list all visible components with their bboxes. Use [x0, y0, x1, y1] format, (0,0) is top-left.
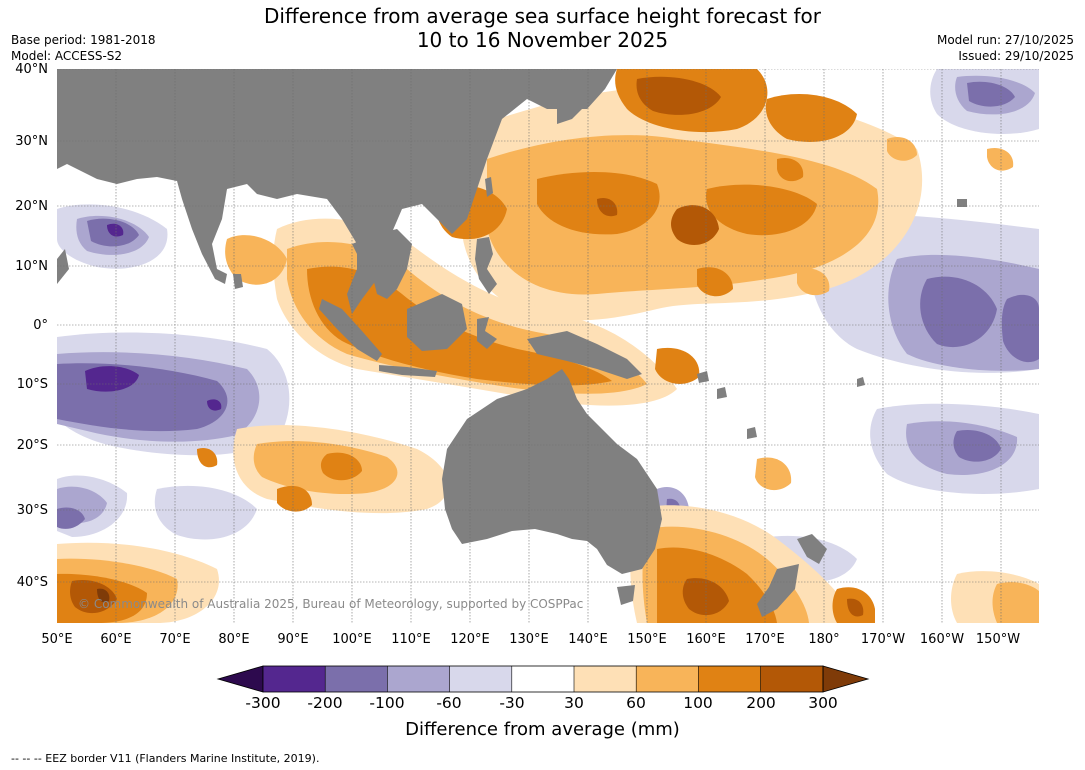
map-panel[interactable]	[57, 69, 1039, 623]
colorbar-bin-n100-n60	[387, 666, 450, 692]
colorbar-tick-p200: 200	[746, 694, 776, 712]
base-period: Base period: 1981-2018	[11, 33, 156, 47]
lat-label-40s: 40°S	[16, 575, 48, 590]
lon-label-50e: 50°E	[41, 632, 73, 647]
model-run: Model run: 27/10/2025	[936, 33, 1074, 47]
lon-label-160e: 160°E	[686, 632, 726, 647]
lon-label-160w: 160°W	[919, 632, 965, 647]
model-name: Model: ACCESS-S2	[11, 49, 123, 63]
lon-label-80e: 80°E	[218, 632, 250, 647]
sea-level-map	[57, 69, 1039, 623]
lat-label-10s: 10°S	[16, 377, 48, 392]
lon-label-70e: 70°E	[159, 632, 191, 647]
lat-label-40n: 40°N	[15, 62, 48, 77]
colorbar-bin-n200-n100	[325, 666, 388, 692]
colorbar-tick-p30: 30	[564, 694, 584, 712]
lon-label-90e: 90°E	[277, 632, 309, 647]
lon-label-170w: 170°W	[860, 632, 906, 647]
lat-label-20s: 20°S	[16, 438, 48, 453]
colorbar-title: Difference from average (mm)	[405, 719, 680, 740]
colorbar-tick-n100: -100	[369, 694, 405, 712]
title-line-2: 10 to 16 November 2025	[416, 28, 669, 52]
meta-left: Base period: 1981-2018 Model: ACCESS-S2	[11, 32, 156, 64]
lat-label-20n: 20°N	[15, 199, 48, 214]
colorbar-tick-n300: -300	[245, 694, 281, 712]
lon-label-130e: 130°E	[509, 632, 549, 647]
colorbar-bin-p200-p300	[760, 666, 823, 692]
colorbar-tick-p100: 100	[683, 694, 713, 712]
colorbar-extend-min	[216, 665, 264, 693]
lon-label-180: 180°	[808, 632, 840, 647]
lon-label-110e: 110°E	[391, 632, 431, 647]
land-masses	[57, 69, 967, 617]
colorbar-tick-n60: -60	[436, 694, 462, 712]
lat-label-30n: 30°N	[15, 134, 48, 149]
lon-label-150e: 150°E	[627, 632, 667, 647]
lat-label-10n: 10°N	[15, 259, 48, 274]
colorbar-tick-p60: 60	[626, 694, 646, 712]
colorbar-bin-n60-n30	[449, 666, 512, 692]
colorbar-tick-n30: -30	[499, 694, 525, 712]
colorbar-bin-n300-n200	[263, 666, 326, 692]
lon-label-60e: 60°E	[100, 632, 132, 647]
colorbar-bin-n30-p30	[511, 666, 574, 692]
colorbar-bin-p100-p200	[698, 666, 761, 692]
lat-label-30s: 30°S	[16, 503, 48, 518]
title-line-1: Difference from average sea surface heig…	[263, 4, 822, 28]
colorbar-extend-max	[822, 665, 870, 693]
lon-label-170e: 170°E	[745, 632, 785, 647]
copyright-credit: © Commonwealth of Australia 2025, Bureau…	[78, 597, 584, 611]
lon-label-120e: 120°E	[450, 632, 490, 647]
colorbar-tick-p300: 300	[808, 694, 838, 712]
lon-label-100e: 100°E	[332, 632, 372, 647]
map-title: Difference from average sea surface heig…	[0, 4, 1085, 52]
lon-label-140e: 140°E	[568, 632, 608, 647]
colorbar-bin-p60-p100	[636, 666, 699, 692]
eez-border-note: -- -- -- EEZ border V11 (Flanders Marine…	[11, 752, 320, 765]
lon-label-150w: 150°W	[975, 632, 1021, 647]
colorbar-bin-p30-p60	[574, 666, 637, 692]
colorbar-tick-n200: -200	[307, 694, 343, 712]
colorbar	[216, 665, 870, 693]
meta-right: Model run: 27/10/2025 Issued: 29/10/2025	[937, 32, 1074, 64]
issued-date: Issued: 29/10/2025	[958, 49, 1074, 63]
graticule	[57, 69, 1039, 623]
lat-label-0: 0°	[33, 318, 48, 333]
